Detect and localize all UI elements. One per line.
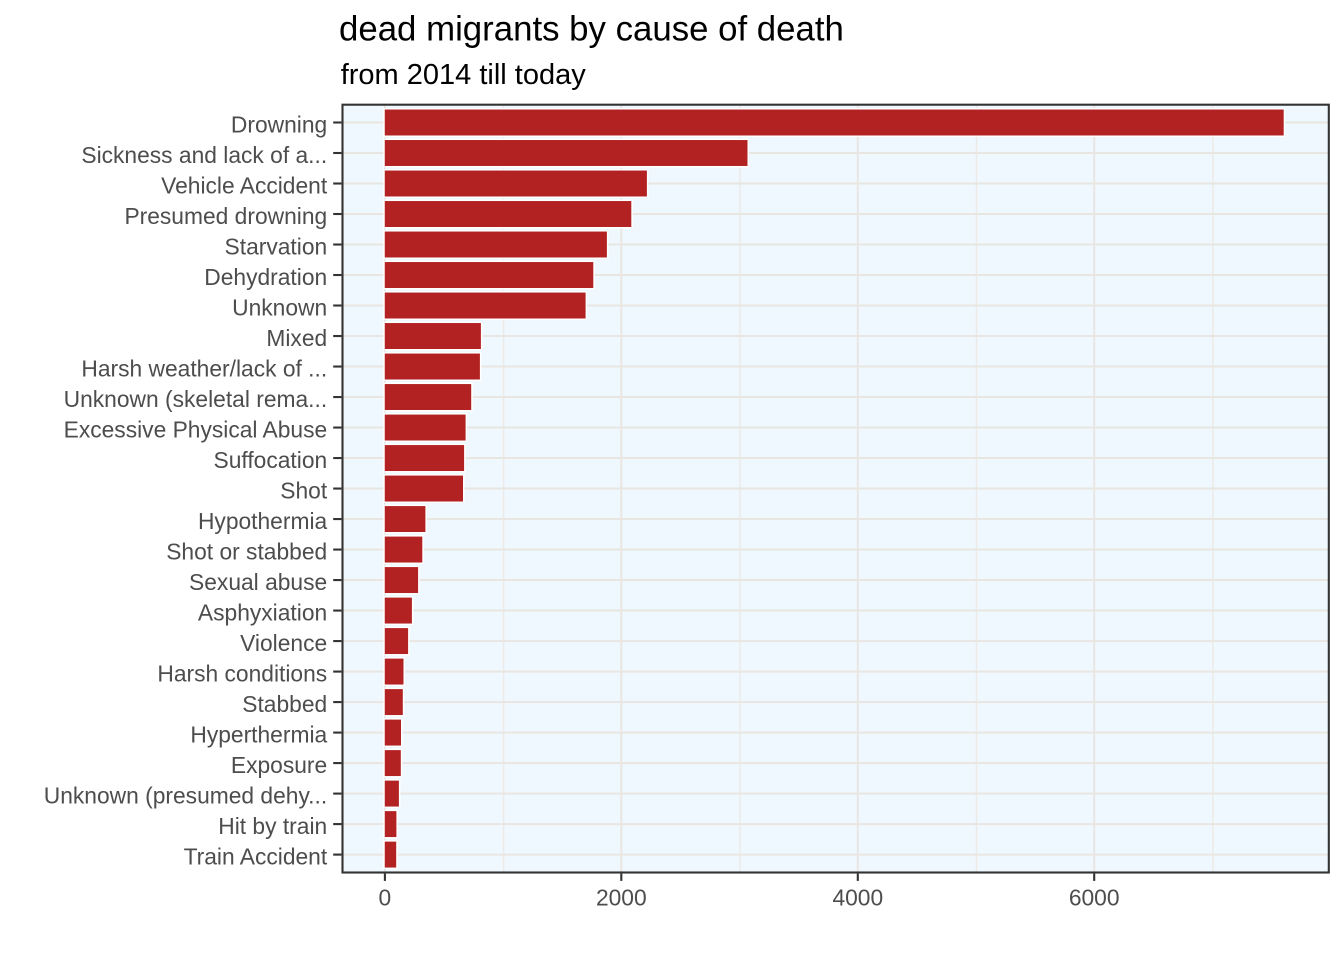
svg-text:6000: 6000 (1069, 885, 1120, 911)
svg-text:Hypothermia: Hypothermia (198, 508, 328, 534)
svg-text:Hyperthermia: Hyperthermia (190, 721, 327, 747)
svg-text:Exposure: Exposure (231, 752, 327, 778)
svg-text:Unknown (skeletal rema...: Unknown (skeletal rema... (64, 386, 328, 412)
svg-text:2000: 2000 (596, 885, 647, 911)
svg-text:Asphyxiation: Asphyxiation (198, 599, 327, 625)
svg-text:Suffocation: Suffocation (214, 447, 328, 473)
svg-text:Excessive Physical Abuse: Excessive Physical Abuse (64, 416, 328, 442)
svg-text:Shot or stabbed: Shot or stabbed (166, 538, 327, 564)
svg-text:Train Accident: Train Accident (184, 844, 328, 870)
svg-text:Hit by train: Hit by train (218, 813, 327, 839)
svg-text:Presumed drowning: Presumed drowning (124, 203, 327, 229)
svg-text:Vehicle Accident: Vehicle Accident (161, 172, 328, 198)
svg-text:from 2014 till today: from 2014 till today (341, 59, 587, 91)
svg-text:Unknown (presumed dehy...: Unknown (presumed dehy... (44, 782, 327, 808)
svg-text:dead migrants by cause of deat: dead migrants by cause of death (339, 10, 844, 49)
svg-text:Mixed: Mixed (266, 325, 327, 351)
svg-text:Harsh conditions: Harsh conditions (157, 660, 327, 686)
svg-text:Sickness and lack of a...: Sickness and lack of a... (81, 142, 327, 168)
svg-text:Harsh weather/lack of ...: Harsh weather/lack of ... (81, 355, 327, 381)
svg-text:Sexual abuse: Sexual abuse (189, 569, 327, 595)
svg-text:Dehydration: Dehydration (204, 264, 327, 290)
svg-text:Violence: Violence (240, 630, 327, 656)
svg-text:Stabbed: Stabbed (242, 691, 327, 717)
svg-text:Drowning: Drowning (231, 111, 327, 137)
svg-text:0: 0 (379, 885, 392, 911)
svg-text:Starvation: Starvation (225, 233, 328, 259)
svg-text:Unknown: Unknown (232, 294, 327, 320)
svg-text:Shot: Shot (280, 477, 328, 503)
svg-text:4000: 4000 (832, 885, 883, 911)
